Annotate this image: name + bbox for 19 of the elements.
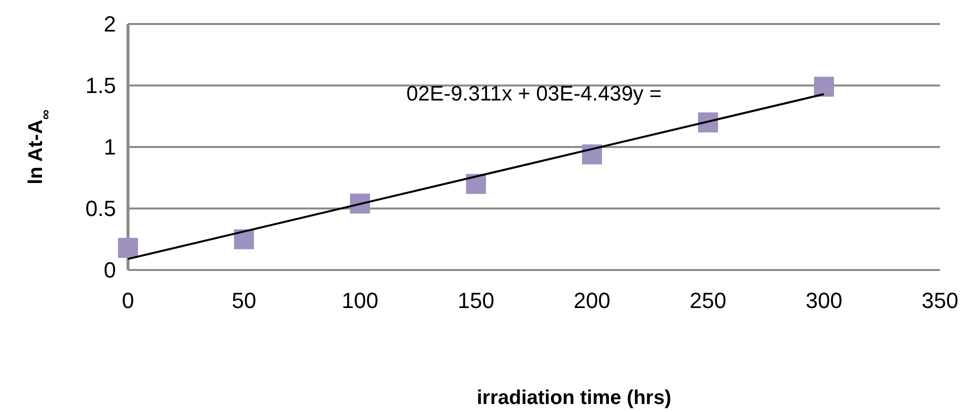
y-tick-label: 0 [104,258,116,283]
point [118,238,138,258]
x-tick-label: 200 [574,288,610,313]
y-tick-label: 1.5 [85,73,116,98]
x-tick-label: 50 [232,288,256,313]
y-tick-label: 0.5 [85,196,116,222]
x-tick-label: 250 [690,288,726,313]
x-tick-label: 300 [806,288,842,313]
x-tick-label: 350 [922,288,958,313]
point [814,76,834,97]
x-axis-title: irradiation time (hrs) [476,387,672,409]
y-tick-label: 2 [104,12,116,37]
x-tick-label: 100 [342,288,378,313]
point [234,229,254,250]
y-tick-label: 1 [104,134,116,160]
x-tick-label: 150 [458,288,494,313]
x-tick-label: 0 [122,288,134,313]
annotation: 02E-9.311x + 03E-4.439y = [406,82,662,106]
point [466,174,486,194]
